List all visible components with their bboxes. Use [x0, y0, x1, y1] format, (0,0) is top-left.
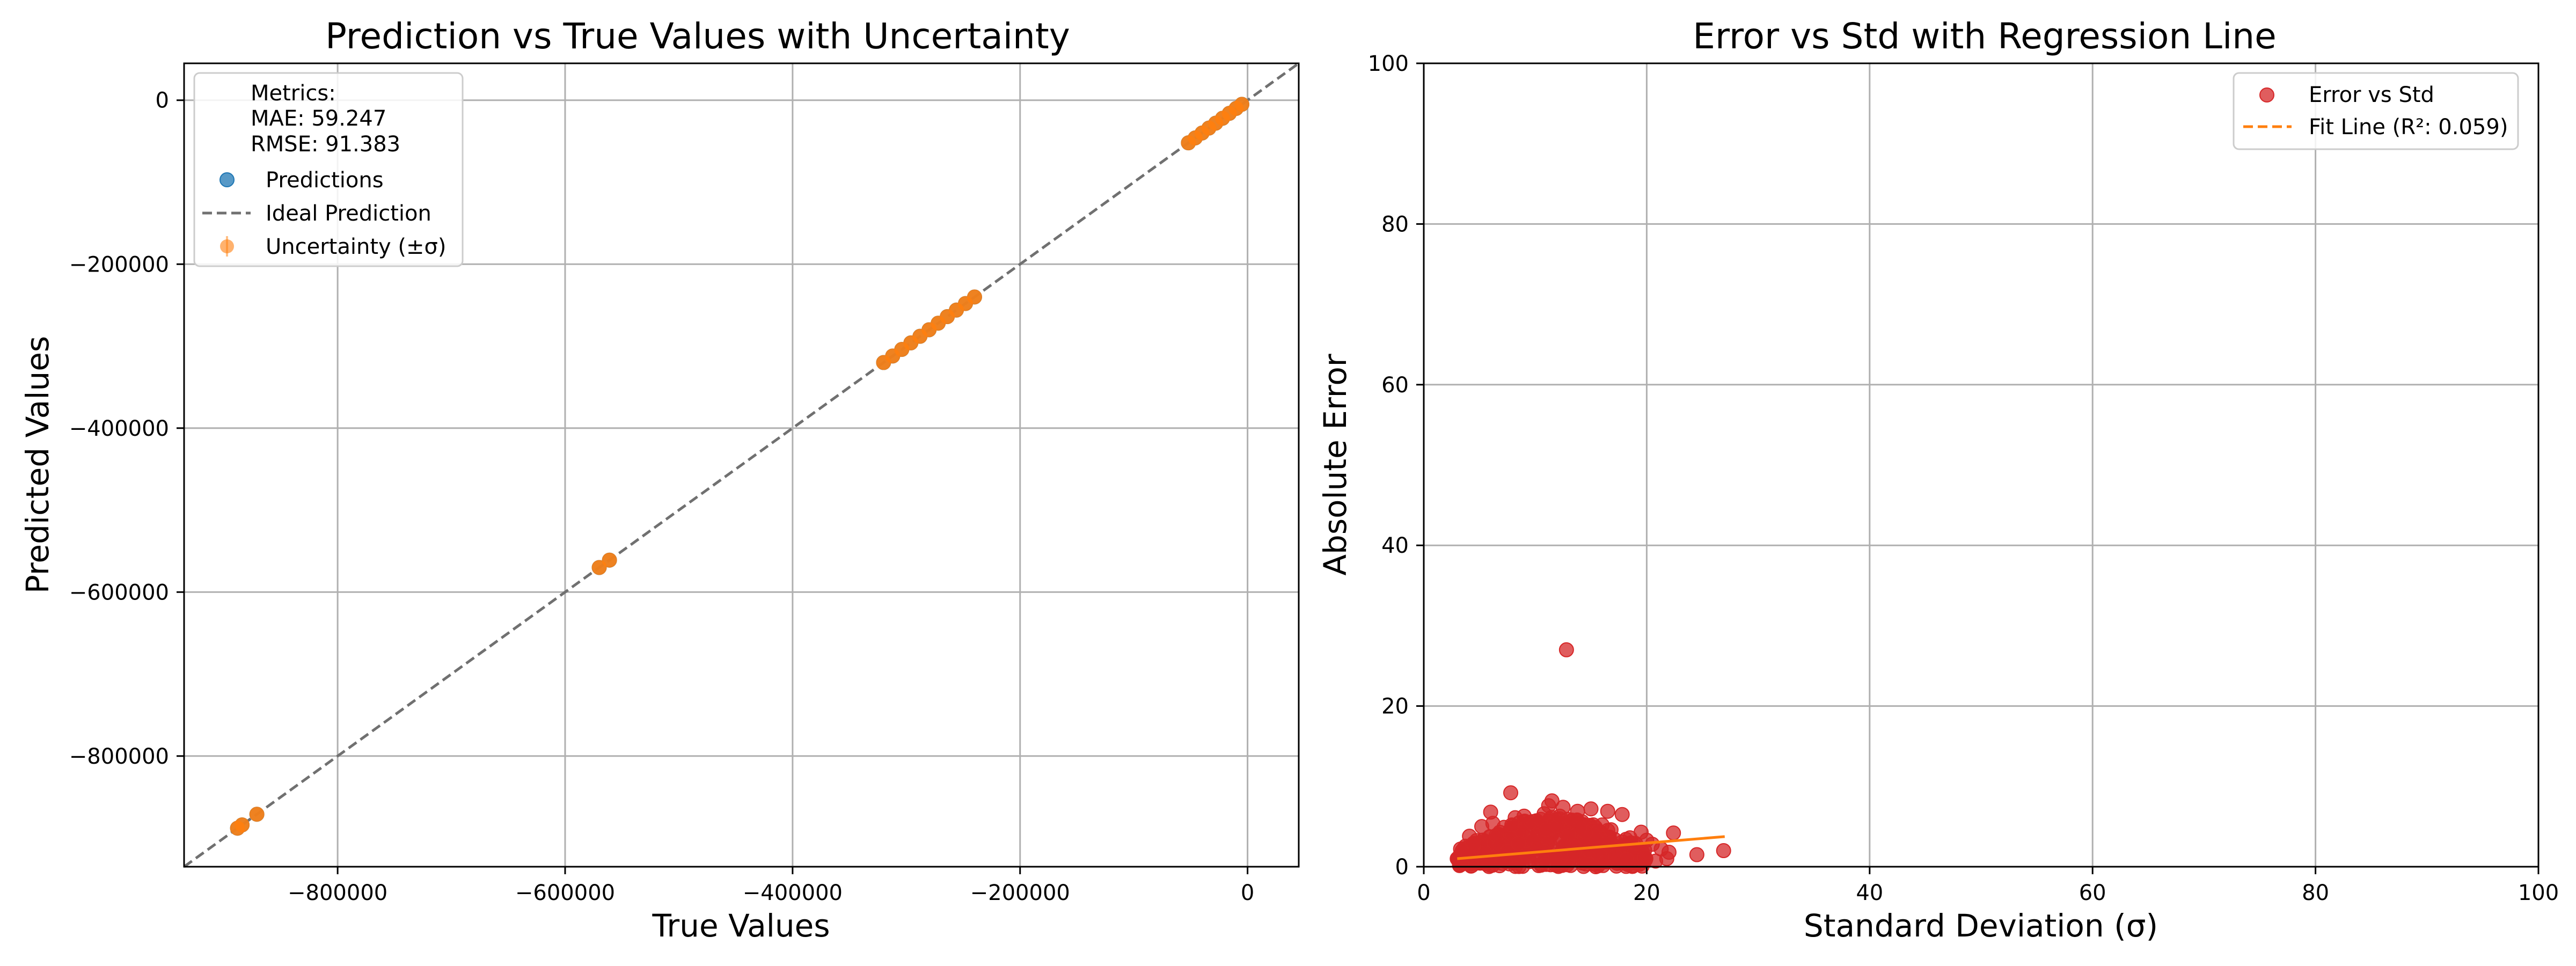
chart1-x-tick-label: −200000 [970, 881, 1070, 905]
chart2-fit-line-layer [1457, 835, 1725, 860]
chart2-x-tick-label: 80 [2302, 881, 2329, 905]
chart2-x-tick-label: 60 [2079, 881, 2106, 905]
chart2-x-tick-label: 0 [1417, 881, 1430, 905]
chart1-y-label: Predicted Values [19, 336, 56, 594]
error-std-point [1485, 816, 1501, 831]
error-std-point [1516, 808, 1532, 824]
error-std-point [1504, 817, 1520, 833]
chart1-x-tick-label: −400000 [743, 881, 843, 905]
chart2-x-tick-label: 40 [1856, 881, 1883, 905]
error-std-chart: Error vs Std with Regression Line 0 20 40 6… [1317, 16, 2559, 944]
chart1-plot-area [183, 62, 1300, 868]
chart1-y-tick-label: 0 [156, 89, 169, 113]
error-std-point [1548, 850, 1563, 866]
error-std-point [1503, 785, 1519, 801]
ideal-prediction-line [183, 62, 1300, 868]
error-std-point [1541, 798, 1556, 814]
error-std-point [1689, 847, 1704, 862]
error-std-point [1614, 807, 1630, 822]
chart1-ticks: −800000 −600000 −400000 −200000 0 0 −200000 −40… [69, 89, 1255, 905]
chart2-x-label: Standard Deviation (σ) [1804, 908, 2158, 944]
legend-metrics-rmse: RMSE: 91.383 [251, 132, 400, 157]
error-std-point [1716, 843, 1731, 859]
error-std-point [1572, 819, 1587, 835]
legend-metrics-heading: Metrics: [251, 81, 336, 106]
error-std-point [1511, 836, 1526, 851]
chart1-y-tick-label: −600000 [69, 580, 169, 605]
uncertainty-marker [967, 289, 982, 305]
chart1-x-tick-label: 0 [1241, 881, 1254, 905]
uncertainty-marker [249, 807, 265, 822]
chart2-y-tick-label: 60 [1381, 373, 1409, 398]
error-std-point [1666, 825, 1681, 841]
chart1-x-tick-label: −800000 [288, 881, 387, 905]
error-std-point [1558, 642, 1574, 657]
chart2-points-layer [1450, 642, 1731, 874]
chart2-y-label: Absolute Error [1317, 354, 1353, 575]
chart1-ideal-line-layer [183, 62, 1300, 868]
chart1-y-tick-label: −200000 [69, 252, 169, 277]
chart1-title: Prediction vs True Values with Uncertain… [325, 16, 1070, 57]
uncertainty-marker [235, 817, 250, 833]
legend-metrics-mae: MAE: 59.247 [251, 106, 386, 131]
error-std-point [1600, 803, 1615, 819]
uncertainty-marker [1234, 97, 1250, 112]
chart2-y-tick-label: 100 [1368, 52, 1409, 76]
chart2-y-tick-label: 20 [1381, 694, 1409, 719]
chart2-x-tick-label: 100 [2518, 881, 2559, 905]
chart1-legend: Metrics: MAE: 59.247 RMSE: 91.383 Predic… [193, 72, 464, 267]
chart2-plot-area [1423, 62, 2540, 868]
legend-predictions-marker [219, 172, 235, 187]
chart1-x-tick-label: −600000 [515, 881, 615, 905]
uncertainty-marker [602, 552, 617, 568]
legend-uncertainty-label: Uncertainty (±σ) [266, 235, 446, 259]
error-std-point [1603, 822, 1619, 838]
regression-fit-line [1457, 835, 1725, 860]
legend-ideal-label: Ideal Prediction [266, 201, 431, 226]
chart2-ticks: 0 20 40 60 80 100 0 20 40 60 80 100 [1368, 52, 2559, 905]
chart2-title: Error vs Std with Regression Line [1693, 16, 2276, 57]
chart1-points-layer [230, 97, 1250, 836]
chart2-y-tick-label: 40 [1381, 533, 1409, 558]
chart2-legend: Error vs Std Fit Line (R²: 0.059) [2233, 72, 2519, 150]
prediction-chart: Prediction vs True Values with Uncertain… [19, 16, 1300, 944]
chart2-legend-box [2233, 72, 2519, 150]
legend-error-std-marker [2259, 87, 2274, 103]
error-std-point [1619, 852, 1635, 867]
chart1-legend-box [193, 72, 464, 267]
legend-fit-line-label: Fit Line (R²: 0.059) [2309, 115, 2508, 140]
error-std-point [1583, 801, 1599, 817]
legend-predictions-label: Predictions [266, 168, 384, 193]
legend-uncertainty-marker [220, 239, 234, 253]
chart1-x-label: True Values [652, 908, 830, 944]
chart2-y-tick-label: 0 [1395, 855, 1409, 880]
error-std-point [1659, 851, 1674, 867]
legend-error-std-label: Error vs Std [2309, 83, 2434, 107]
error-std-point [1639, 832, 1655, 848]
chart1-y-tick-label: −400000 [69, 416, 169, 441]
chart1-y-tick-label: −800000 [69, 744, 169, 769]
chart2-y-tick-label: 80 [1381, 212, 1409, 237]
chart2-x-tick-label: 20 [1633, 881, 1660, 905]
error-std-point [1466, 836, 1482, 851]
